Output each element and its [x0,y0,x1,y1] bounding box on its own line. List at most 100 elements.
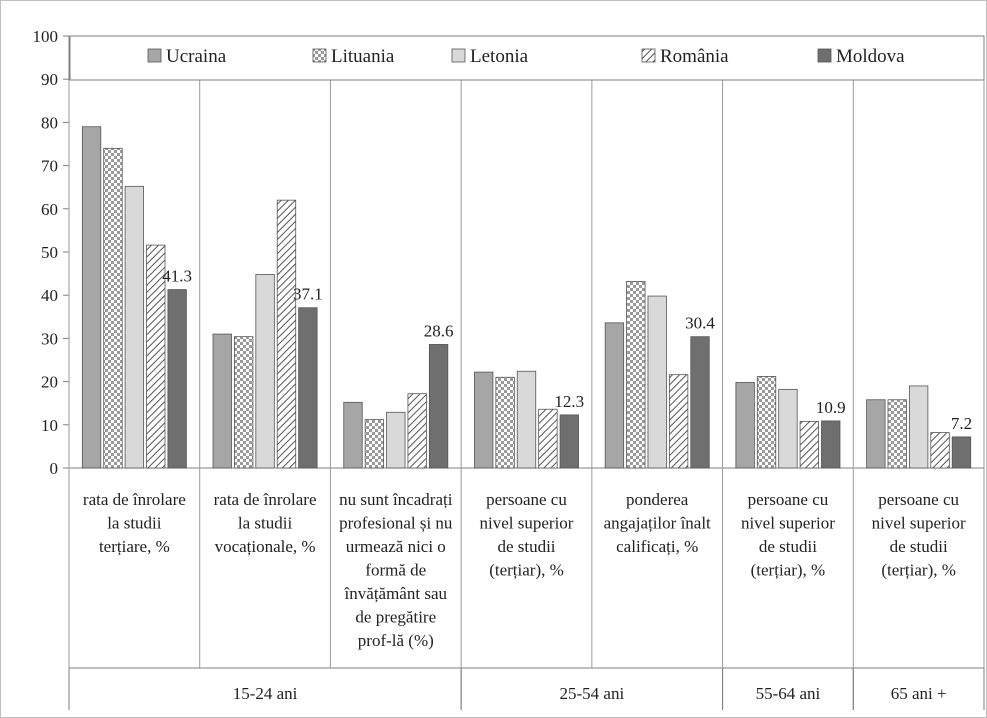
legend-swatch-letonia [451,48,466,63]
bar-moldova-1 [298,307,318,469]
bar-ucraina-5 [735,382,755,469]
bar-ucraina-0 [81,126,102,469]
category-label-line: urmează nici o [346,537,446,556]
legend: Ucraina Lituania Letonia România Moldova [69,35,985,81]
bar-lituania-3 [495,376,515,469]
category-label-line: (terțiar), % [489,561,564,580]
category-label-line: terțiare, % [99,537,170,556]
category-label-line: ponderea [626,490,689,509]
bar-moldova-0 [167,289,187,469]
bar-ucraina-3 [474,371,494,469]
category-label-line: de studii [497,537,555,556]
bar-romnia-6 [930,432,950,469]
category-label-line: profesional și nu [339,514,453,533]
y-tick-label: 10 [41,416,58,435]
y-tick-label: 70 [41,157,58,176]
legend-swatch-moldova [817,48,832,63]
legend-label: Lituania [331,46,395,67]
data-label: 12.3 [554,392,584,411]
category-label-line: la studii [107,514,162,533]
bar-romnia-0 [146,244,166,469]
bar-moldova-4 [690,336,710,469]
category-label-line: prof-lă (%) [358,631,434,650]
data-label: 37.1 [293,285,323,304]
legend-box [69,35,985,81]
y-tick-label: 0 [50,459,59,478]
category-label-line: la studii [238,514,293,533]
category-label-line: vocaționale, % [215,537,316,556]
data-label: 28.6 [424,321,454,340]
category-label-line: de studii [759,537,817,556]
category-label-line: persoane cu [486,490,567,509]
bar-letonia-5 [778,388,798,469]
bar-lituania-4 [626,280,646,469]
bar-letonia-1 [255,274,275,469]
y-tick-label: 20 [41,373,58,392]
category-label-line: rata de înrolare [83,490,186,509]
bar-ucraina-4 [604,322,625,469]
group-label: 15-24 ani [233,684,298,703]
category-label-line: angajaților înalt [604,514,711,533]
data-label: 41.3 [162,267,192,286]
bar-lituania-6 [887,399,907,469]
bar-letonia-0 [124,185,145,469]
category-label-line: de pregătire [355,608,436,627]
bar-moldova-6 [951,436,972,469]
bar-letonia-2 [386,411,406,469]
category-label-line: formă de [365,561,426,580]
bar-ucraina-6 [866,399,886,469]
category-label-line: de studii [890,537,948,556]
bar-lituania-0 [103,147,123,469]
group-label: 55-64 ani [756,684,821,703]
data-label: 7.2 [951,414,972,433]
data-label: 10.9 [816,398,846,417]
category-label-line: (terțiar), % [881,561,956,580]
legend-swatch-ucraina [147,48,162,63]
bar-moldova-3 [559,414,579,469]
bar-moldova-2 [428,344,449,469]
legend-label: Ucraina [166,46,227,67]
bar-romnia-2 [407,393,427,469]
bar-letonia-6 [908,385,929,469]
category-label-line: învățământ sau [344,584,448,603]
category-label-line: persoane cu [878,490,959,509]
labels-layer: 0 10 20 30 40 50 60 70 80 90 100 15-24 ani 25-54 ani… [33,27,973,703]
category-label-line: rata de înrolare [214,490,317,509]
bar-ucraina-1 [212,333,232,469]
category-label-line: (terțiar), % [751,561,826,580]
bar-letonia-3 [516,370,537,469]
legend-label: Moldova [836,46,905,67]
bar-lituania-1 [234,336,254,469]
y-tick-label: 100 [33,27,59,46]
legend-swatch-romnia [641,48,656,63]
bars-layer [81,126,972,469]
category-label-line: nu sunt încadrați [339,490,453,509]
bar-romnia-4 [668,374,689,469]
y-tick-label: 40 [41,286,58,305]
legend-swatch-lituania [312,48,327,63]
bar-moldova-5 [821,420,841,469]
bar-romnia-3 [538,408,558,469]
category-label-line: calificați, % [616,537,698,556]
legend-label: România [660,46,729,67]
y-tick-label: 60 [41,200,58,219]
bar-lituania-2 [364,419,385,469]
y-tick-label: 80 [41,113,58,132]
y-tick-label: 30 [41,329,58,348]
data-label: 30.4 [685,314,715,333]
bar-lituania-5 [756,376,777,469]
bar-letonia-4 [647,295,667,469]
category-label-line: nivel superior [480,514,574,533]
group-label: 65 ani + [891,684,947,703]
group-label: 25-54 ani [560,684,625,703]
category-label-line: nivel superior [872,514,966,533]
legend-label: Letonia [470,46,529,67]
y-tick-label: 50 [41,243,58,262]
bar-ucraina-2 [343,401,363,469]
bar-romnia-5 [799,420,819,469]
category-label-line: persoane cu [748,490,829,509]
bar-romnia-1 [276,199,297,469]
y-tick-label: 90 [41,70,58,89]
